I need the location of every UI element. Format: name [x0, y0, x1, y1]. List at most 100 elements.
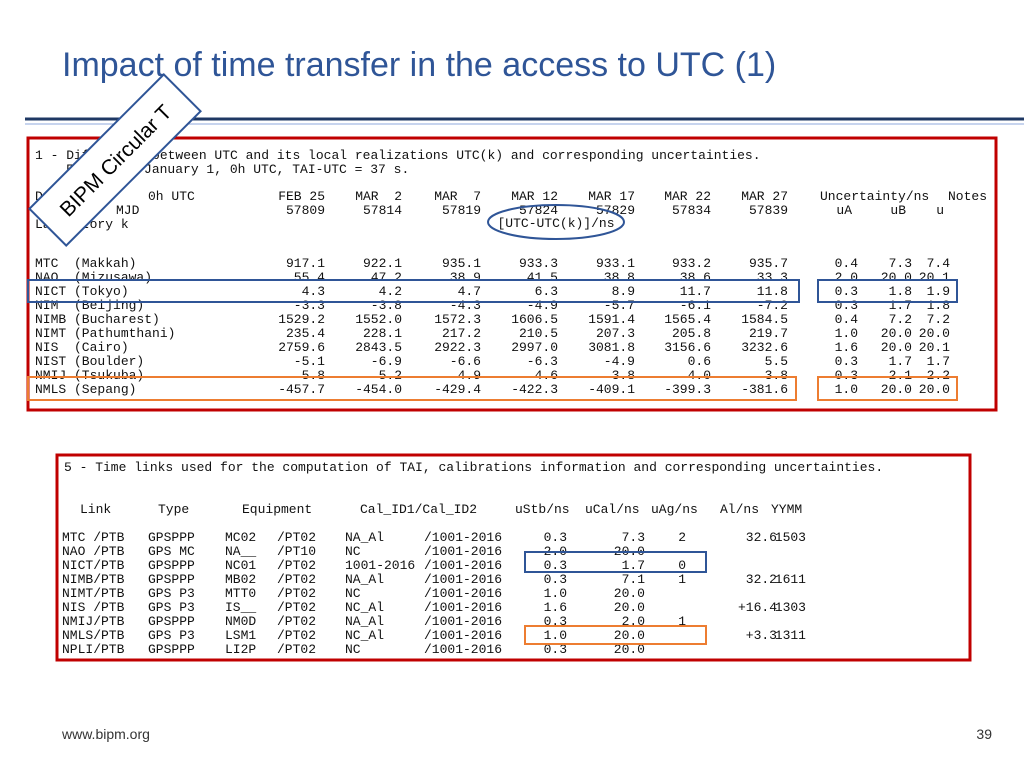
unc: 1.7	[889, 354, 912, 369]
unc: 1.0	[835, 382, 858, 397]
unc-label: uA	[836, 203, 852, 218]
cell: 4.2	[379, 284, 402, 299]
unc: 7.4	[927, 256, 951, 271]
cell: 11.7	[680, 284, 711, 299]
cell: 1	[678, 614, 686, 629]
cell: MTT0	[225, 586, 256, 601]
cell: -4.9	[604, 354, 635, 369]
cell: /1001-2016	[424, 614, 502, 629]
highlight-nmls-link	[524, 625, 707, 645]
cell: -3.8	[371, 298, 402, 313]
unc: 1.8	[927, 298, 950, 313]
highlights	[27, 204, 958, 645]
cell: /PT02	[277, 614, 316, 629]
cell: NA__	[225, 544, 256, 559]
cell: 4.7	[458, 284, 481, 299]
cell: -429.4	[434, 382, 481, 397]
cell: 1611	[775, 572, 806, 587]
cell: +16.4	[738, 600, 777, 615]
cell: GPS P3	[148, 628, 195, 643]
cell: 38.9	[450, 270, 481, 285]
unc: 7.2	[889, 312, 912, 327]
cell: 207.3	[596, 326, 635, 341]
table2-frame	[55, 453, 972, 662]
cell: 1606.5	[511, 312, 558, 327]
cell: 1584.5	[741, 312, 788, 327]
unc: 0.3	[835, 298, 858, 313]
unc-label: u	[936, 203, 944, 218]
cell: -3.3	[294, 298, 325, 313]
oval	[487, 204, 625, 240]
lab: NIM (Beijing)	[35, 298, 144, 313]
cell: LSM1	[225, 628, 256, 643]
cell: 0.3	[544, 558, 567, 573]
cell: NC_Al	[345, 600, 384, 615]
highlight-nict-unc	[817, 279, 958, 303]
unc: 7.2	[927, 312, 950, 327]
column-header: YYMM	[771, 502, 802, 517]
cell: NC_Al	[345, 628, 384, 643]
date: FEB 25	[278, 189, 325, 204]
table1-frame	[26, 136, 998, 412]
cell: 20.0	[614, 600, 645, 615]
cell: 6.3	[535, 284, 558, 299]
unc: 1.7	[889, 298, 912, 313]
cell: 20.0	[614, 628, 645, 643]
cell: 219.7	[749, 326, 788, 341]
cell: -454.0	[355, 382, 402, 397]
cell: 20.0	[614, 642, 645, 657]
unc: 0.4	[835, 256, 859, 271]
date: MAR 7	[434, 189, 481, 204]
cell: /PT02	[277, 558, 316, 573]
cell: NA_Al	[345, 530, 384, 545]
heading: 1 - Difference between UTC and its local…	[35, 148, 761, 163]
date: MAR 22	[664, 189, 711, 204]
cell: 917.1	[286, 256, 325, 271]
cell: 1529.2	[278, 312, 325, 327]
cell: /1001-2016	[424, 544, 502, 559]
cell: 1565.4	[664, 312, 711, 327]
cell: /PT02	[277, 572, 316, 587]
date: MAR 27	[741, 189, 788, 204]
cell: -5.7	[604, 298, 635, 313]
cell: 2922.3	[434, 340, 481, 355]
lab: NIS (Cairo)	[35, 340, 129, 355]
cell: 3156.6	[664, 340, 711, 355]
column-header: Equipment	[242, 502, 312, 517]
unc: 0.4	[835, 312, 859, 327]
unc: 20.0	[919, 382, 950, 397]
cell: -6.9	[371, 354, 402, 369]
cell: /1001-2016	[424, 558, 502, 573]
cell: 1591.4	[588, 312, 635, 327]
cell: 55.4	[294, 270, 325, 285]
cell: -457.7	[278, 382, 325, 397]
cell: 2997.0	[511, 340, 558, 355]
unc: 1.0	[835, 326, 858, 341]
mjd: 57809	[286, 203, 325, 218]
unc: 20.0	[881, 340, 912, 355]
cell: NA_Al	[345, 572, 384, 587]
cell: /PT10	[277, 544, 316, 559]
callout-box	[28, 73, 202, 247]
slide-title: Impact of time transfer in the access to…	[62, 46, 776, 84]
cell: 217.2	[442, 326, 481, 341]
highlight-nict-link	[524, 551, 707, 573]
cell: 4.9	[458, 368, 481, 383]
cell: GPS MC	[148, 544, 195, 559]
cell: /1001-2016	[424, 642, 502, 657]
cell: IS__	[225, 600, 256, 615]
cell: 228.1	[363, 326, 402, 341]
footer-url: www.bipm.org	[61, 726, 150, 742]
cell: NMIJ/PTB	[62, 614, 125, 629]
cell: -6.1	[680, 298, 711, 313]
unc: 20.0	[881, 270, 912, 285]
cell: NAO /PTB	[62, 544, 125, 559]
cell: MC02	[225, 530, 256, 545]
cell: -381.6	[741, 382, 788, 397]
cell: -7.2	[757, 298, 788, 313]
cell: 0.6	[688, 354, 711, 369]
unc: 2.0	[835, 270, 858, 285]
cell: 4.0	[688, 368, 711, 383]
cell: NPLI/PTB	[62, 642, 125, 657]
